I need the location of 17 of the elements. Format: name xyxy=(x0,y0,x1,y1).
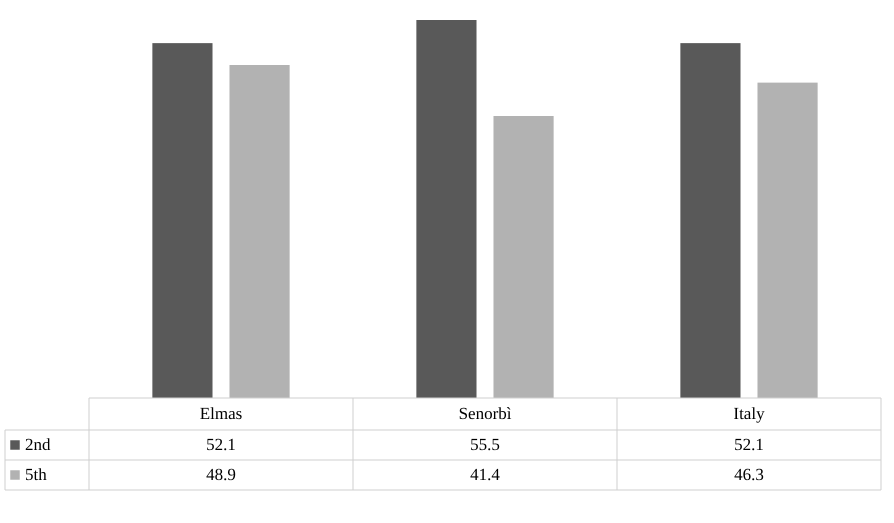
data-label: 52.1 xyxy=(734,435,764,454)
bar xyxy=(416,20,477,398)
legend-label: 5th xyxy=(25,465,48,484)
bar xyxy=(229,64,290,398)
x-tick-label: Elmas xyxy=(200,404,242,423)
data-label: 52.1 xyxy=(206,435,236,454)
data-label: 46.3 xyxy=(734,465,764,484)
bar xyxy=(757,82,818,398)
data-label: 48.9 xyxy=(206,465,236,484)
bar xyxy=(680,43,741,398)
bar xyxy=(152,43,213,398)
data-label: 55.5 xyxy=(470,435,500,454)
x-tick-label: Senorbì xyxy=(458,404,512,423)
x-tick-label: Italy xyxy=(733,404,766,423)
bar xyxy=(493,116,554,398)
data-label: 41.4 xyxy=(470,465,500,484)
legend-label: 2nd xyxy=(25,435,51,454)
